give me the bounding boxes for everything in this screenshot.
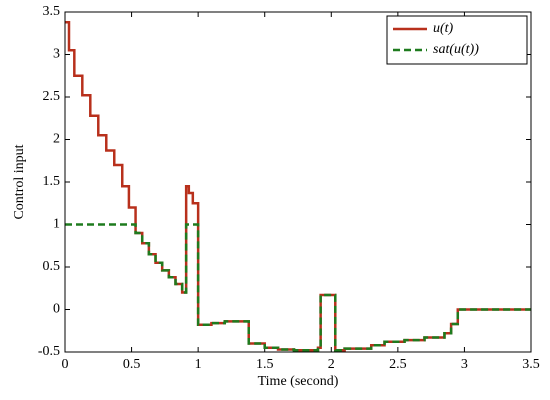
series-line	[65, 20, 531, 352]
y-tick-label: 1.5	[43, 174, 61, 189]
y-tick-label: 0.5	[43, 259, 61, 274]
x-tick-label: 0.5	[123, 357, 141, 372]
x-tick-label: 2	[328, 357, 335, 372]
y-tick-label: 2.5	[43, 89, 61, 104]
x-tick-label: 0	[62, 357, 69, 372]
y-tick-label: 3	[53, 47, 60, 62]
x-axis-label: Time (second)	[258, 374, 339, 389]
series-line	[65, 223, 531, 352]
legend-box	[386, 15, 528, 65]
plot-area	[65, 12, 531, 352]
y-tick-label: -0.5	[38, 344, 60, 359]
x-tick-label: 1.5	[256, 357, 274, 372]
plot-frame	[64, 11, 532, 353]
y-tick-label: 0	[53, 302, 60, 317]
x-tick-label: 1	[195, 357, 202, 372]
legend-label: u(t)	[433, 21, 454, 36]
y-tick-label: 3.5	[43, 4, 61, 19]
legend-label: sat(u(t))	[433, 42, 479, 57]
x-tick-label: 2.5	[389, 357, 407, 372]
y-tick-label: 1	[53, 217, 60, 232]
x-tick-label: 3.5	[522, 357, 540, 372]
x-tick-label: 3	[461, 357, 468, 372]
y-axis-label: Control input	[12, 144, 27, 219]
y-tick-label: 2	[53, 132, 60, 147]
